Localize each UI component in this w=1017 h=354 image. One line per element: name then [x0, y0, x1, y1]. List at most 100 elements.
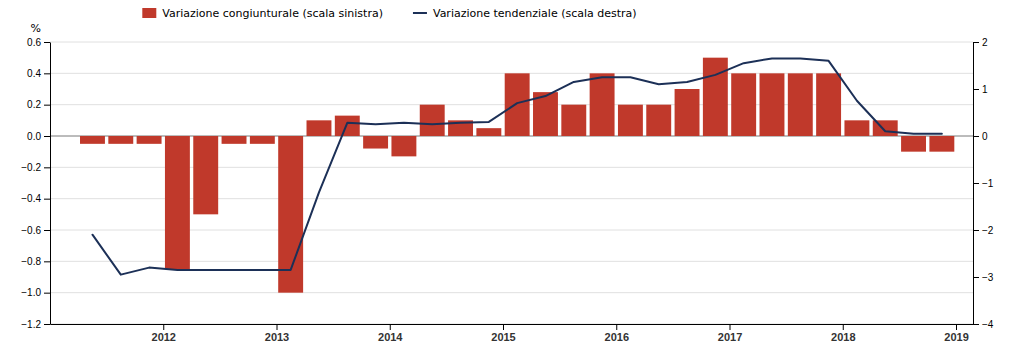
- tick: 2017: [718, 324, 742, 343]
- bar: [420, 105, 445, 136]
- tick: 2012: [152, 324, 176, 343]
- tick: 0: [973, 131, 988, 142]
- bar: [363, 136, 388, 149]
- tick: −0.6: [21, 225, 50, 236]
- legend-swatch: [142, 8, 156, 18]
- tick-label: 2019: [944, 331, 968, 343]
- tick-label: 2016: [605, 331, 629, 343]
- tick: −0.4: [21, 193, 50, 204]
- y2-axis: −4−3−2−1012: [973, 37, 994, 330]
- legend-label: Variazione congiunturale (scala sinistra…: [162, 7, 383, 20]
- legend-item: Variazione congiunturale (scala sinistra…: [142, 7, 383, 20]
- bar: [646, 105, 671, 136]
- bar: [788, 73, 813, 136]
- tick-mark: [163, 324, 164, 330]
- bar: [80, 136, 105, 144]
- tick-mark: [973, 183, 979, 184]
- tick-label: 0: [982, 131, 988, 142]
- line: [92, 58, 941, 274]
- bar: [844, 120, 869, 136]
- axis-line: [50, 43, 51, 325]
- bar: [561, 105, 586, 136]
- tick: 0.4: [27, 68, 50, 79]
- marks: [80, 58, 954, 293]
- bar: [335, 116, 360, 136]
- tick: 0.0: [27, 131, 50, 142]
- bar-series: [80, 58, 954, 293]
- tick-label: 0.4: [27, 68, 41, 79]
- tick-label: −3: [982, 272, 994, 283]
- bar: [816, 73, 841, 136]
- y-axis: −1.2 −1.0 −0.8 −0.6 −0.4 −0.2 0.0 0.2 0.4 0.6: [21, 37, 50, 330]
- bar: [250, 136, 275, 144]
- tick: 2016: [605, 324, 629, 343]
- tick-label: −1.2: [21, 319, 41, 330]
- legend-swatch: [413, 12, 427, 14]
- tick-mark: [44, 324, 50, 325]
- plot: 2012 2013 2014 2015 2016 2017 2018 2019 −1.2 −1.0…: [21, 37, 994, 343]
- bar: [731, 73, 756, 136]
- tick-label: −0.6: [21, 225, 41, 236]
- tick-mark: [44, 105, 50, 106]
- grid-line: [50, 292, 973, 293]
- tick-mark: [843, 324, 844, 330]
- tick-mark: [44, 167, 50, 168]
- tick: −3: [973, 272, 994, 283]
- tick-mark: [44, 199, 50, 200]
- tick-mark: [973, 230, 979, 231]
- axis-line: [51, 324, 974, 325]
- bar: [391, 136, 416, 156]
- tick-label: −0.4: [21, 193, 41, 204]
- tick-label: 0.0: [27, 131, 41, 142]
- bar: [108, 136, 133, 144]
- tick-label: −1: [982, 178, 994, 189]
- grid: [50, 42, 973, 324]
- tick: 2018: [831, 324, 855, 343]
- tick-label: −1.0: [21, 287, 41, 298]
- bar: [307, 120, 332, 136]
- tick-label: 2: [982, 37, 988, 48]
- tick-mark: [973, 324, 979, 325]
- tick: 0.6: [27, 37, 50, 48]
- legend: Variazione congiunturale (scala sinistra…: [142, 7, 636, 20]
- tick-mark: [973, 136, 979, 137]
- tick-label: 2017: [718, 331, 742, 343]
- x-axis: 2012 2013 2014 2015 2016 2017 2018 2019: [51, 324, 974, 343]
- bar: [165, 136, 190, 269]
- bar: [137, 136, 162, 144]
- grid-line: [50, 324, 973, 325]
- tick: 2013: [265, 324, 289, 343]
- legend-label: Variazione tendenziale (scala destra): [433, 7, 637, 20]
- tick: 2019: [944, 324, 968, 343]
- tick-mark: [44, 136, 50, 137]
- bar: [193, 136, 218, 214]
- tick: −1: [973, 178, 994, 189]
- tick-mark: [44, 293, 50, 294]
- tick-label: 2015: [491, 331, 515, 343]
- tick: −0.2: [21, 162, 50, 173]
- tick-mark: [503, 324, 504, 330]
- tick: −0.8: [21, 256, 50, 267]
- tick: 2: [973, 37, 988, 48]
- bar: [703, 58, 728, 136]
- tick-mark: [44, 73, 50, 74]
- tick: 1: [973, 84, 988, 95]
- legend-item: Variazione tendenziale (scala destra): [413, 7, 637, 20]
- tick-mark: [973, 277, 979, 278]
- bar: [476, 128, 501, 136]
- tick-label: −0.2: [21, 162, 41, 173]
- bar: [760, 73, 785, 136]
- tick-label: 2013: [265, 331, 289, 343]
- bar: [901, 136, 926, 152]
- tick: −1.2: [21, 319, 50, 330]
- bar: [929, 136, 954, 152]
- tick-label: 2014: [378, 331, 403, 343]
- tick-mark: [956, 324, 957, 330]
- tick: 0.2: [27, 99, 50, 110]
- chart: 2012 2013 2014 2015 2016 2017 2018 2019 −1.2 −1.0…: [0, 0, 1017, 354]
- tick-label: −0.8: [21, 256, 41, 267]
- bar: [618, 105, 643, 136]
- tick-label: 1: [982, 84, 988, 95]
- bar: [222, 136, 247, 144]
- tick-mark: [730, 324, 731, 330]
